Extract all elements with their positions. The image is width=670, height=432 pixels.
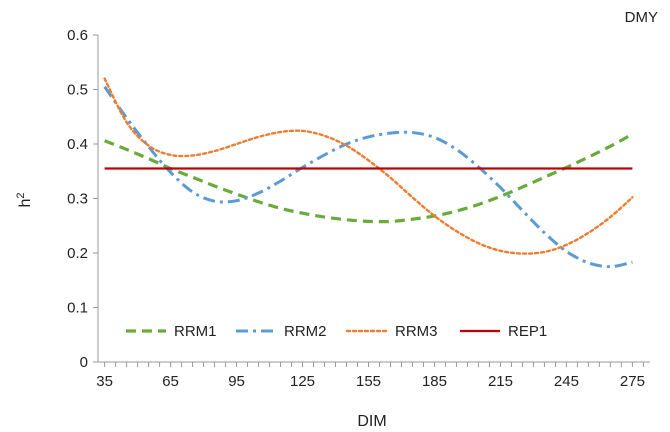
y-axis-title: h2 (15, 192, 34, 207)
x-axis-title: DIM (357, 413, 386, 430)
y-axis-title-base: h (17, 199, 34, 208)
x-tick-label: 245 (554, 373, 579, 390)
chart-title: DMY (625, 9, 658, 26)
axes: 0 0.1 0.2 0.3 0.4 0.5 0.6 35 65 95 125 155 185 215 245… (67, 27, 650, 390)
series-line-rrm1 (104, 132, 634, 224)
y-tick-label: 0.1 (67, 300, 88, 317)
legend-label: RRM2 (284, 323, 327, 340)
legend-item-rrm3: RRM3 (345, 323, 438, 340)
x-tick-label: 65 (162, 373, 179, 390)
legend-label: REP1 (508, 323, 547, 340)
x-tick-label: 125 (290, 373, 315, 390)
y-tick-label: 0.3 (67, 191, 88, 208)
legend-item-rrm2: RRM2 (236, 323, 327, 340)
x-tick-label: 155 (356, 373, 381, 390)
plot-area (103, 77, 634, 269)
legend-item-rrm1: RRM1 (126, 323, 217, 340)
y-tick-label: 0 (80, 354, 88, 371)
y-tick-label: 0.2 (67, 245, 88, 262)
y-axis-title-superscript: 2 (15, 192, 27, 198)
x-tick-label: 215 (488, 373, 513, 390)
legend-label: RRM3 (395, 323, 438, 340)
x-tick-label: 275 (620, 373, 645, 390)
x-tick-label: 185 (422, 373, 447, 390)
legend-label: RRM1 (174, 323, 217, 340)
legend-item-rep1: REP1 (460, 323, 547, 340)
y-tick-label: 0.5 (67, 82, 88, 99)
legend: RRM1 RRM2 RRM3 REP1 (126, 323, 547, 340)
y-tick-label: 0.4 (67, 136, 88, 153)
series-line-rrm2 (103, 85, 633, 269)
x-tick-label: 95 (228, 373, 245, 390)
y-tick-label: 0.6 (67, 27, 88, 44)
series-line-rrm3 (103, 77, 634, 255)
x-tick-label: 35 (96, 373, 113, 390)
